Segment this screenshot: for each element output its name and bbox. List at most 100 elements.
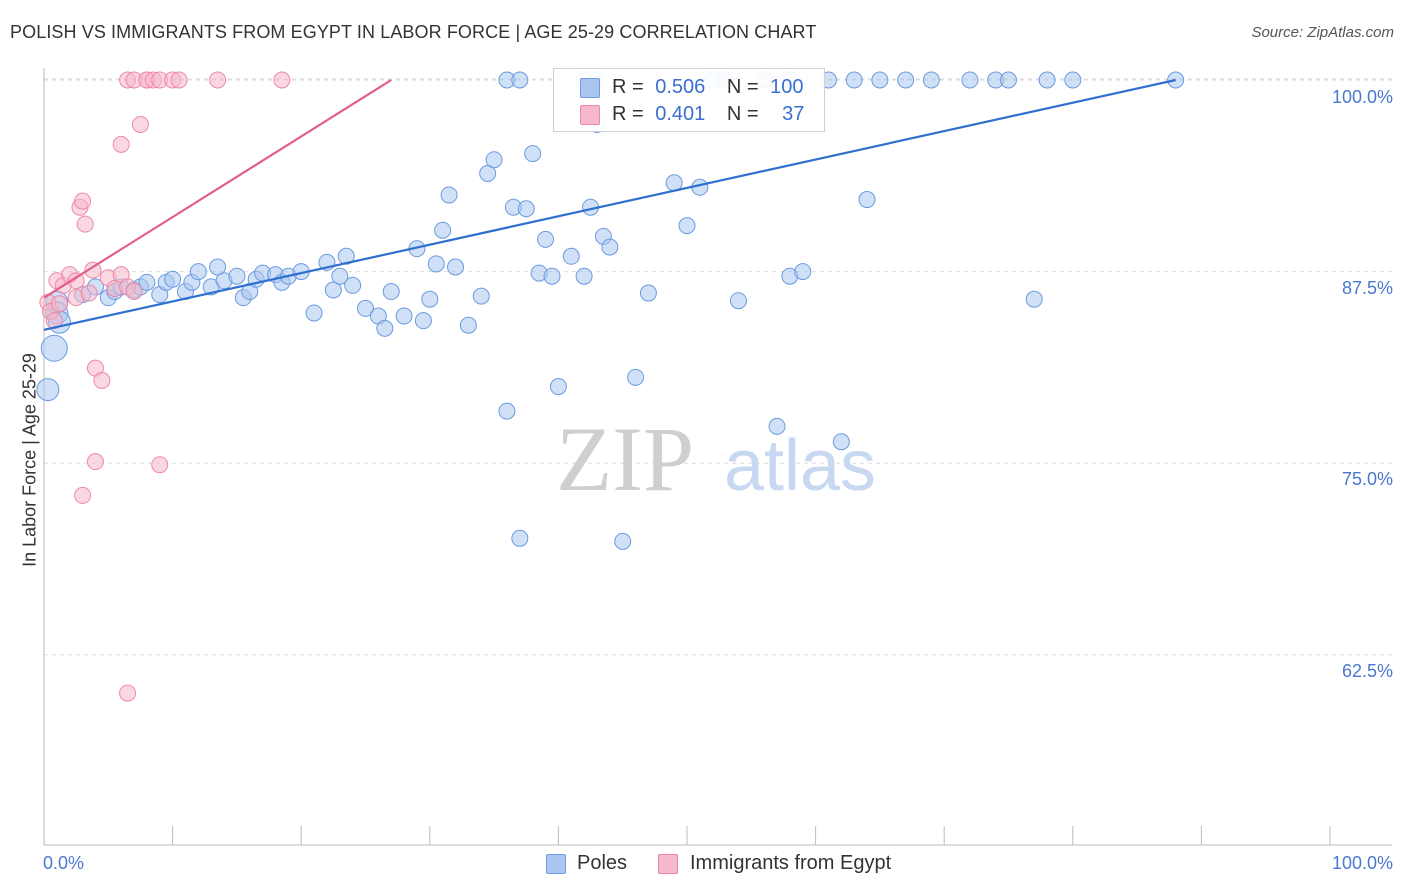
poles-point <box>209 258 227 276</box>
poles-point <box>485 151 503 169</box>
egypt-point <box>125 283 143 301</box>
egypt-point <box>151 456 169 474</box>
egypt-point <box>67 272 85 290</box>
legend-poles-label: Poles <box>577 852 628 874</box>
poles-point <box>832 433 850 451</box>
poles-point <box>479 165 497 183</box>
correlation-legend: R = 0.506 N = 100 R = 0.401 N = 37 <box>553 68 825 132</box>
egypt-r-label: R = <box>612 103 644 125</box>
poles-n-value: 100 <box>770 76 804 98</box>
poles-point <box>421 290 439 308</box>
egypt-n-value: 37 <box>782 103 805 125</box>
legend-row-poles: R = 0.506 N = 100 <box>612 76 804 99</box>
x-tick-100: 100.0% <box>1331 853 1393 873</box>
poles-point <box>537 230 555 248</box>
poles-point <box>331 267 349 285</box>
poles-point <box>498 402 516 420</box>
poles-point <box>305 304 323 322</box>
poles-point <box>627 368 645 386</box>
poles-point <box>517 200 535 218</box>
poles-point <box>337 247 355 265</box>
poles-point <box>1038 71 1056 89</box>
poles-point <box>601 238 619 256</box>
poles-point <box>36 378 60 402</box>
x-tick-0: 0.0% <box>43 853 85 873</box>
poles-point <box>858 191 876 209</box>
poles-point <box>729 292 747 310</box>
poles-point <box>472 287 490 305</box>
poles-point <box>543 267 561 285</box>
poles-point <box>768 417 786 435</box>
egypt-point <box>74 192 92 210</box>
poles-point <box>228 267 246 285</box>
poles-point <box>961 71 979 89</box>
poles-point <box>414 312 432 330</box>
egypt-swatch <box>580 105 600 125</box>
egypt-n-label: N = <box>726 103 759 125</box>
egypt-point <box>84 261 102 279</box>
poles-point <box>562 247 580 265</box>
poles-point <box>395 307 413 325</box>
poles-point <box>434 221 452 239</box>
egypt-point <box>112 135 130 153</box>
poles-point <box>324 281 342 299</box>
egypt-point <box>80 284 98 302</box>
poles-point <box>678 217 696 235</box>
watermark-atlas: atlas <box>724 426 876 506</box>
poles-point <box>524 145 542 163</box>
poles-point <box>639 284 657 302</box>
poles-point <box>614 532 632 550</box>
poles-point <box>511 529 529 547</box>
y-tick-100: 100.0% <box>1331 87 1393 107</box>
poles-point <box>845 71 863 89</box>
poles-swatch <box>580 78 600 98</box>
gridlines <box>44 78 1392 656</box>
egypt-point <box>74 486 92 504</box>
poles-point <box>189 263 207 281</box>
y-tick-75: 75.0% <box>1341 469 1393 489</box>
legend-egypt-swatch <box>658 854 678 874</box>
poles-r-label: R = <box>612 76 644 98</box>
egypt-point <box>76 215 94 233</box>
chart-title: POLISH VS IMMIGRANTS FROM EGYPT IN LABOR… <box>10 22 817 42</box>
y-tick-87-5: 87.5% <box>1341 278 1393 298</box>
poles-point <box>871 71 889 89</box>
legend-poles-swatch <box>546 854 566 874</box>
poles-point <box>549 378 567 396</box>
source-label: Source: ZipAtlas.com <box>1251 24 1394 41</box>
egypt-point <box>209 71 227 89</box>
poles-point <box>665 174 683 192</box>
egypt-r-value: 0.401 <box>655 103 706 125</box>
poles-point <box>459 316 477 334</box>
trendlines <box>43 78 1176 331</box>
poles-point <box>575 267 593 285</box>
watermark: ZIP atlas <box>556 408 876 510</box>
poles-n-label: N = <box>726 76 759 98</box>
poles-point <box>897 71 915 89</box>
poles-point <box>794 263 812 281</box>
poles-point <box>382 283 400 301</box>
egypt-point <box>119 684 137 702</box>
poles-point <box>922 71 940 89</box>
poles-point <box>40 334 68 362</box>
poles-point <box>164 270 182 288</box>
egypt-point <box>170 71 188 89</box>
egypt-point <box>273 71 291 89</box>
egypt-point <box>50 295 68 313</box>
poles-point <box>1064 71 1082 89</box>
poles-point <box>1025 290 1043 308</box>
poles-point <box>447 258 465 276</box>
poles-point <box>1000 71 1017 89</box>
legend-egypt-label: Immigrants from Egypt <box>690 852 892 874</box>
poles-r-value: 0.506 <box>655 76 706 98</box>
poles-point <box>138 273 156 291</box>
poles-point <box>376 319 394 337</box>
poles-point <box>511 71 529 89</box>
poles-point <box>440 186 458 204</box>
y-tick-62-5: 62.5% <box>1341 661 1393 681</box>
poles-trendline <box>43 78 1176 331</box>
poles-point <box>427 255 445 273</box>
legend-row-egypt: R = 0.401 N = 37 <box>612 103 804 126</box>
poles-point <box>357 299 374 317</box>
